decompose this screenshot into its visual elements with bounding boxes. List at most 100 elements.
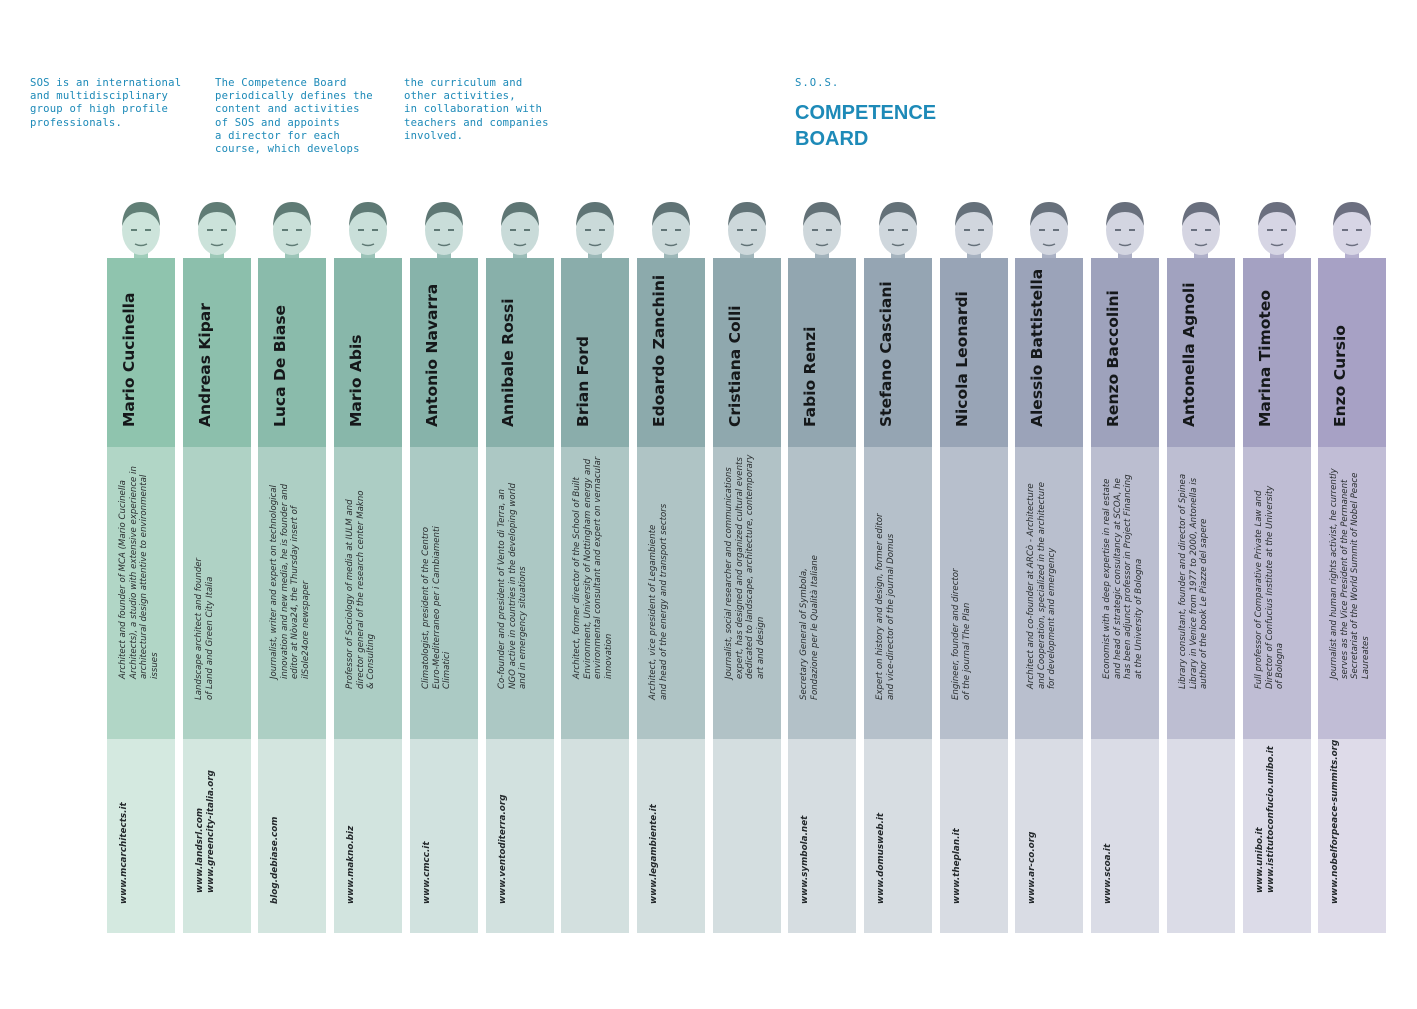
member-website-band: www.domusweb.it [864, 739, 932, 933]
member-name: Annibale Rossi [499, 298, 517, 427]
member-name: Marina Timoteo [1256, 290, 1274, 427]
website-link[interactable]: www.symbola.net [800, 815, 810, 904]
member-description: Landscape architect and founder of Land a… [194, 558, 215, 700]
page-title-line-1: COMPETENCE [795, 102, 937, 124]
member-description-line: expert, has designed and organized cultu… [734, 456, 745, 679]
page-title-line-2: BOARD [795, 128, 869, 150]
member-name-band: Antonella Agnoli [1167, 258, 1235, 447]
member-description-line: environmental consultant and expert on v… [593, 456, 604, 679]
member-website-links: www.symbola.net [800, 816, 811, 904]
member-description-line: Library consultant, founder and director… [1178, 474, 1188, 690]
member-description: Library consultant, founder and director… [1178, 474, 1210, 689]
member-website-band: www.unibo.it www.istitutoconfucio.unibo.i… [1243, 739, 1311, 933]
website-link[interactable]: www.unibo.it [1255, 827, 1265, 893]
website-link[interactable]: www.istitutoconfucio.unibo.it [1266, 745, 1276, 893]
website-link[interactable]: www.landsrl.com [195, 807, 205, 893]
member-description-line: & Consulting [366, 634, 377, 690]
member-name-band: Brian Ford [561, 258, 629, 447]
website-link[interactable]: www.makno.biz [346, 825, 356, 904]
member-description-band: Architect, vice president of Legambiente… [637, 447, 705, 739]
website-link[interactable]: www.nobelforpeace-summits.org [1330, 739, 1340, 904]
member-column: Fabio Renzi Secretary General of Symbola,… [788, 188, 856, 933]
member-website-band: www.scoa.it [1091, 739, 1159, 933]
member-website-band: www.theplan.it [940, 739, 1008, 933]
member-description: Journalist and human rights activist, he… [1329, 468, 1371, 679]
member-description-line: Environment, University of Nottingham en… [582, 458, 593, 679]
website-link[interactable]: www.greencity-italia.org [206, 770, 216, 893]
member-name-band: Enzo Cursio [1318, 258, 1386, 447]
member-name: Edoardo Zanchini [650, 274, 668, 427]
website-link[interactable]: www.scoa.it [1103, 843, 1113, 904]
member-description-band: Professor of Sociology of media at IULM … [334, 447, 402, 739]
member-description-line: Architect and co-founder at ARCò - Archi… [1026, 483, 1036, 690]
member-description-line: innovation [603, 633, 614, 679]
member-description-line: Economist with a deep expertise in real … [1102, 478, 1112, 679]
member-description-line: Fondazione per le Qualità Italiane [809, 554, 820, 700]
member-description-line: of the journal The Plan [961, 602, 972, 700]
member-description-line: Architect, former director of the School… [572, 476, 582, 679]
member-name-band: Alessio Battistella [1015, 258, 1083, 447]
member-name: Brian Ford [574, 335, 592, 427]
member-description-line: Journalist and human rights activist, he… [1329, 467, 1339, 679]
member-website-links: www.makno.biz [346, 826, 357, 904]
website-link[interactable]: www.mcarchitects.it [119, 802, 129, 904]
website-link[interactable]: www.theplan.it [952, 828, 962, 904]
member-description-line: Climatici [442, 651, 453, 690]
member-website-links: www.mcarchitects.it [119, 802, 130, 904]
member-column: Alessio Battistella Architect and co-foun… [1015, 188, 1083, 933]
member-name: Luca De Biase [271, 304, 289, 427]
member-website-links: www.nobelforpeace-summits.org [1330, 740, 1341, 904]
member-name-band: Cristiana Colli [713, 258, 781, 447]
member-name-band: Andreas Kipar [183, 258, 251, 447]
member-description-line: Director of Confucius Institute at the U… [1264, 485, 1275, 690]
member-name: Alessio Battistella [1028, 268, 1046, 427]
member-website-links: www.ar-co.org [1027, 832, 1038, 904]
member-description-line: art and design [755, 616, 766, 679]
member-description: Co-founder and president of Vento di Ter… [497, 483, 529, 689]
page-title: COMPETENCE BOARD [795, 100, 955, 152]
member-description-band: Architect and co-founder at ARCò - Archi… [1015, 447, 1083, 739]
website-link[interactable]: www.domusweb.it [876, 812, 886, 904]
member-description-band: Expert on history and design, former edi… [864, 447, 932, 739]
member-website-links: www.unibo.it www.istitutoconfucio.unibo.i… [1255, 746, 1277, 893]
member-description-line: and vice-director of the journal Domus [885, 533, 896, 700]
member-description-line: Professor of Sociology of media at IULM … [345, 499, 355, 690]
member-description: Climatologist, president of the Centro Eu… [421, 526, 453, 689]
member-description-line: of Bologna [1275, 643, 1286, 690]
member-website-band: www.ventoditerra.org [486, 739, 554, 933]
member-description-line: Architects), a studio with extensive exp… [128, 465, 139, 679]
member-description: Economist with a deep expertise in real … [1102, 474, 1144, 679]
member-description-line: Library in Venice from 1977 to 2000, Ant… [1188, 478, 1199, 690]
member-description-band: Journalist, social researcher and commun… [713, 447, 781, 739]
website-link[interactable]: www.ar-co.org [1027, 831, 1037, 904]
member-name-band: Stefano Casciani [864, 258, 932, 447]
member-description-line: and head of strategic consultancy at SCO… [1112, 477, 1123, 679]
member-website-band [561, 739, 629, 933]
member-website-band [1167, 739, 1235, 933]
website-link[interactable]: blog.debiase.com [270, 816, 280, 904]
member-description-band: Co-founder and president of Vento di Ter… [486, 447, 554, 739]
member-description-line: director general of the research center … [355, 490, 366, 690]
member-name: Mario Cucinella [120, 292, 138, 427]
member-name-band: Annibale Rossi [486, 258, 554, 447]
member-website-band: www.landsrl.com www.greencity-italia.org [183, 739, 251, 933]
website-link[interactable]: www.legambiente.it [649, 804, 659, 904]
member-description-line: at the University of Bologna [1133, 558, 1144, 679]
website-link[interactable]: www.cmcc.it [422, 841, 432, 904]
member-description-line: and in emergency situations [518, 566, 529, 690]
member-name: Mario Abis [347, 334, 365, 427]
member-description-line: author of the book Le Piazze del sapere [1199, 518, 1210, 690]
member-description-band: Architect, former director of the School… [561, 447, 629, 739]
member-description: Journalist, writer and expert on technol… [269, 484, 311, 679]
member-description-line: Secretary General of Symbola, [799, 567, 809, 700]
website-link[interactable]: www.ventoditerra.org [498, 794, 508, 905]
member-description-line: Architect, vice president of Legambiente [648, 524, 658, 700]
member-description: Architect, vice president of Legambiente… [648, 504, 669, 700]
member-description-line: Expert on history and design, former edi… [875, 513, 885, 700]
member-description: Journalist, social researcher and commun… [724, 454, 766, 678]
member-description-line: ilSole24ore newspaper [300, 580, 311, 679]
member-description-line: Co-founder and president of Vento di Ter… [497, 489, 507, 690]
intro-paragraph-3: the curriculum and other activities, in … [404, 77, 549, 142]
member-website-band: www.mcarchitects.it [107, 739, 175, 933]
